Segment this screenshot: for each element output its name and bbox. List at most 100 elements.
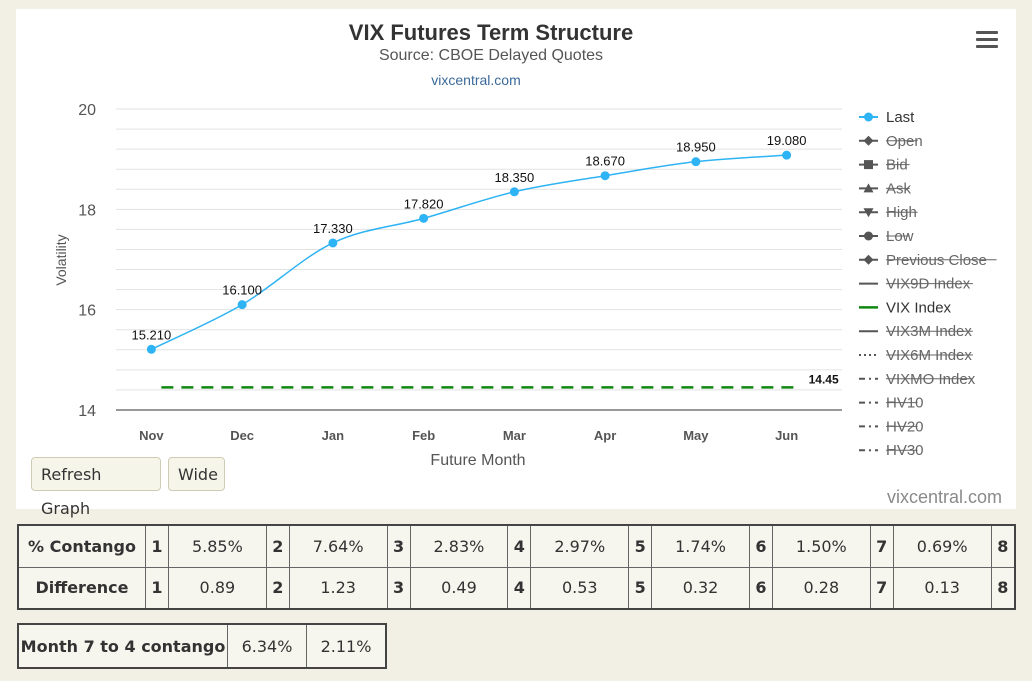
term-structure-chart: VIX Futures Term Structure Source: CBOE … bbox=[53, 20, 997, 469]
difference-value: 0.89 bbox=[167, 566, 267, 610]
legend-item[interactable]: VIX6M Index bbox=[859, 347, 973, 364]
difference-month-index: 7 bbox=[869, 566, 894, 610]
contango-month-index: 6 bbox=[748, 524, 773, 568]
contango-month-index: 3 bbox=[386, 524, 411, 568]
x-tick-label: Feb bbox=[412, 428, 435, 443]
contango-month-index: 7 bbox=[869, 524, 894, 568]
legend-item[interactable]: Previous Close bbox=[859, 252, 997, 269]
legend: Last Open Bid Ask High Low Previous Close VIX9D… bbox=[859, 109, 997, 459]
x-tick-label: Dec bbox=[230, 428, 254, 443]
last-data-label: 17.820 bbox=[404, 196, 444, 211]
y-tick-label: 18 bbox=[78, 202, 96, 219]
x-tick-label: Jan bbox=[322, 428, 344, 443]
legend-marker bbox=[864, 231, 873, 241]
wide-button[interactable]: Wide bbox=[168, 457, 225, 491]
contango-value: 1.74% bbox=[651, 524, 750, 568]
x-tick-label: Nov bbox=[139, 428, 164, 443]
vix-index-data-label: 14.45 bbox=[809, 372, 839, 386]
last-series-line bbox=[151, 154, 787, 350]
difference-month-index: 4 bbox=[507, 566, 532, 610]
month-contango-table: Month 7 to 4 contango 6.34% 2.11% bbox=[17, 623, 387, 669]
contango-label: % Contango bbox=[17, 524, 146, 568]
last-data-label: 18.350 bbox=[494, 170, 534, 185]
x-tick-label: Mar bbox=[503, 428, 526, 443]
chart-subtitle: Source: CBOE Delayed Quotes bbox=[379, 47, 603, 64]
legend-item[interactable]: VIXMO Index bbox=[859, 371, 976, 388]
difference-value: 0.28 bbox=[771, 566, 871, 610]
legend-marker bbox=[863, 208, 874, 218]
difference-month-index: 3 bbox=[386, 566, 411, 610]
difference-month-index: 2 bbox=[265, 566, 290, 610]
legend-item[interactable]: HV20 bbox=[859, 418, 924, 435]
legend-item[interactable]: VIX Index bbox=[859, 299, 952, 316]
contango-month-index: 1 bbox=[145, 524, 169, 568]
x-tick-label: May bbox=[683, 428, 709, 443]
contango-row: % Contango 1 5.85% 2 7.64% 3 2.83% 4 2.97% 5 1.74… bbox=[17, 524, 1016, 568]
legend-item[interactable]: Ask bbox=[859, 180, 912, 197]
y-axis-label: Volatility bbox=[53, 234, 69, 285]
x-tick-label: Jun bbox=[775, 428, 798, 443]
last-data-label: 19.080 bbox=[767, 133, 807, 148]
x-axis-ticks: Nov Dec Jan Feb Mar Apr May Jun bbox=[139, 428, 798, 443]
contango-value: 5.85% bbox=[167, 524, 267, 568]
difference-value: 0.13 bbox=[892, 566, 992, 610]
difference-month-index: 5 bbox=[628, 566, 653, 610]
y-axis-ticks: 20 18 16 14 bbox=[78, 102, 96, 420]
contango-month-index: 2 bbox=[265, 524, 290, 568]
difference-month-index: 8 bbox=[990, 566, 1016, 610]
menu-bar bbox=[976, 38, 998, 41]
difference-value: 0.32 bbox=[651, 566, 750, 610]
difference-value: 0.53 bbox=[530, 566, 630, 610]
menu-bar bbox=[976, 45, 998, 48]
last-data-label: 18.950 bbox=[676, 140, 716, 155]
x-tick-label: Apr bbox=[594, 428, 616, 443]
last-data-label: 17.330 bbox=[313, 221, 353, 236]
refresh-graph-button[interactable]: Refresh Graph bbox=[31, 457, 161, 518]
last-data-point bbox=[600, 171, 610, 181]
contango-value: 2.83% bbox=[409, 524, 509, 568]
last-data-point bbox=[237, 300, 247, 310]
chart-menu-button[interactable] bbox=[976, 31, 998, 49]
legend-item[interactable]: HV30 bbox=[859, 442, 924, 459]
legend-item[interactable]: High bbox=[859, 204, 918, 221]
legend-item[interactable]: VIX9D Index bbox=[859, 276, 973, 293]
last-data-point bbox=[146, 344, 156, 354]
difference-month-index: 1 bbox=[145, 566, 169, 610]
last-data-point bbox=[509, 187, 519, 197]
last-data-point bbox=[691, 157, 701, 167]
legend-item[interactable]: Low bbox=[859, 228, 914, 245]
legend-item[interactable]: Bid bbox=[859, 157, 910, 174]
last-data-label: 16.100 bbox=[222, 283, 262, 298]
difference-row: Difference 1 0.89 2 1.23 3 0.49 4 0.53 5 0.32 6 0.2… bbox=[17, 566, 1016, 610]
last-data-point bbox=[419, 213, 429, 223]
last-data-point bbox=[782, 150, 792, 160]
last-data-label: 15.210 bbox=[131, 327, 171, 342]
legend-marker bbox=[863, 135, 874, 146]
contango-month-index: 5 bbox=[628, 524, 653, 568]
month-contango-row: Month 7 to 4 contango 6.34% 2.11% bbox=[17, 623, 387, 669]
legend-marker bbox=[863, 254, 874, 265]
legend-item[interactable]: VIX3M Index bbox=[859, 323, 973, 340]
chart-credit-link[interactable]: vixcentral.com bbox=[431, 72, 520, 88]
contango-value: 2.97% bbox=[530, 524, 630, 568]
month-contango-value: 6.34% bbox=[227, 623, 307, 669]
legend-item[interactable]: HV10 bbox=[859, 395, 924, 412]
contango-value: 0.69% bbox=[892, 524, 992, 568]
difference-label: Difference bbox=[17, 566, 146, 610]
menu-bar bbox=[976, 31, 998, 34]
contango-value: 1.50% bbox=[771, 524, 871, 568]
contango-month-index: 8 bbox=[990, 524, 1016, 568]
y-tick-label: 14 bbox=[78, 403, 96, 420]
chart-title: VIX Futures Term Structure bbox=[349, 20, 633, 45]
legend-marker bbox=[864, 160, 873, 170]
last-data-point bbox=[328, 238, 338, 248]
last-data-label: 18.670 bbox=[585, 154, 625, 169]
difference-month-index: 6 bbox=[748, 566, 773, 610]
legend-label: VIX Index bbox=[886, 299, 952, 316]
legend-label: Last bbox=[886, 109, 915, 126]
legend-item[interactable]: Open bbox=[859, 133, 923, 150]
grid-lines bbox=[116, 108, 842, 411]
legend-item[interactable]: Last bbox=[859, 109, 915, 126]
series-layer: 14.45 15.210 16.100 17.330 17.820 18.350 18.67… bbox=[131, 133, 839, 389]
month-contango-label: Month 7 to 4 contango bbox=[17, 623, 228, 669]
